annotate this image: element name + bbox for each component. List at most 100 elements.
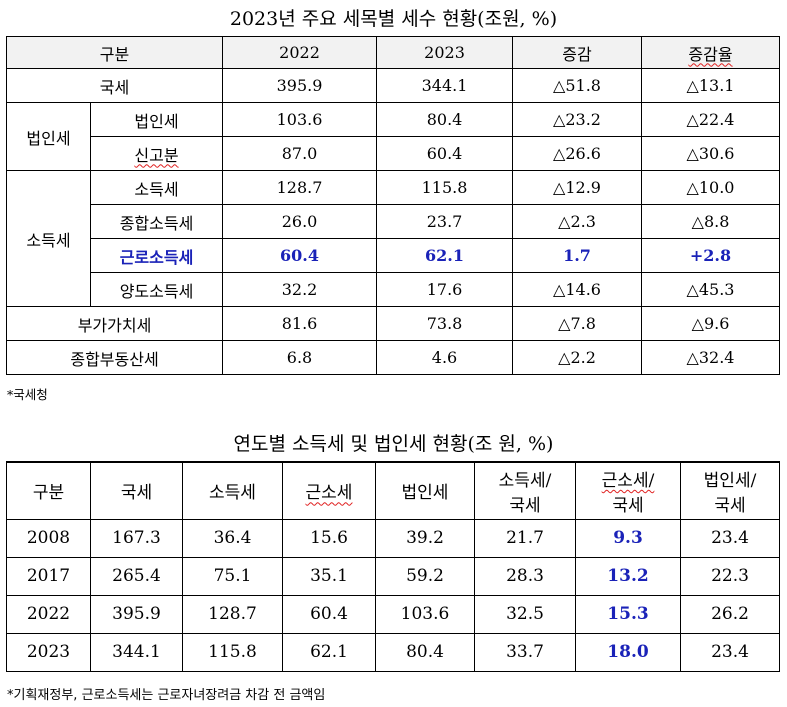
cell-earned: 15.6 [282,518,376,558]
header-income: 소득세 [182,461,283,520]
cell-2023: 344.1 [376,68,514,103]
table-row: 소득세 소득세 128.7 115.8 △12.9 △10.0 [6,170,781,307]
yearly-tax-table: 구분 국세 소득세 근소세 법인세 소득세/국세 근소세/국세 법인세/국세 2… [6,461,780,672]
cell-change: △26.6 [512,136,643,171]
cell-income: 115.8 [182,632,283,672]
header-2022: 2022 [222,36,378,69]
cell-2023: 17.6 [376,272,514,307]
row-label: 국세 [5,68,224,103]
cell-earned: 62.1 [282,632,376,672]
cell-income-ratio: 28.3 [474,556,576,596]
cell-rate: △13.1 [641,68,781,103]
cell-national: 395.9 [90,594,183,634]
cell-corporate-ratio: 23.4 [680,518,780,558]
cell-change: △23.2 [512,102,643,137]
cell-income-ratio: 21.7 [474,518,576,558]
cell-change: △2.3 [512,204,643,239]
cell-2023: 23.7 [376,204,514,239]
cell-2022: 87.0 [222,136,378,171]
cell-earned: 60.4 [282,594,376,634]
cell-change: 1.7 [512,238,643,273]
cell-corporate: 59.2 [375,556,475,596]
cell-national: 265.4 [90,556,183,596]
cell-2022: 6.8 [222,340,378,375]
header-national: 국세 [90,461,183,520]
cell-change: △51.8 [512,68,643,103]
cell-2022: 128.7 [222,170,378,205]
table-row: 종합소득세 26.0 23.7 △2.3 △8.8 [7,204,781,239]
row-label: 법인세 [89,102,224,137]
year-cell: 2022 [6,594,91,634]
cell-rate: △10.0 [641,170,781,205]
header-change: 증감 [512,36,643,69]
cell-2022: 103.6 [222,102,378,137]
table-row: 신고분 87.0 60.4 △26.6 △30.6 [7,136,781,171]
row-label: 양도소득세 [89,272,224,307]
row-label: 신고분 [89,136,224,171]
cell-2023: 80.4 [376,102,514,137]
cell-rate: △9.6 [641,306,781,341]
cell-earned-ratio: 15.3 [575,594,681,634]
cell-2023: 4.6 [376,340,514,375]
cell-rate: +2.8 [641,238,781,273]
group-label-corporate: 법인세 [6,102,91,171]
table-row: 종합부동산세 6.8 4.6 △2.2 △32.4 [5,340,781,375]
table-header-row: 구분 2022 2023 증감 증감율 [5,36,781,69]
cell-2023: 62.1 [376,238,514,273]
table-row-highlighted: 근로소득세 60.4 62.1 1.7 +2.8 [7,238,781,273]
year-cell: 2008 [6,518,91,558]
tax-revenue-table: 구분 2022 2023 증감 증감율 국세 395.9 344.1 △51.8… [5,36,781,375]
cell-income: 128.7 [182,594,283,634]
cell-corporate-ratio: 23.4 [680,632,780,672]
cell-corporate: 103.6 [375,594,475,634]
table-row: 2023 344.1 115.8 62.1 80.4 33.7 18.0 23.… [6,632,780,672]
cell-rate: △30.6 [641,136,781,171]
cell-income: 36.4 [182,518,283,558]
cell-corporate: 80.4 [375,632,475,672]
year-cell: 2017 [6,556,91,596]
table-row: 양도소득세 32.2 17.6 △14.6 △45.3 [7,272,781,307]
header-change-rate: 증감율 [641,36,781,69]
table-row: 2008 167.3 36.4 15.6 39.2 21.7 9.3 23.4 [6,518,780,558]
source-note: *국세청 [7,387,48,402]
cell-2023: 60.4 [376,136,514,171]
cell-change: △7.8 [512,306,643,341]
header-corporate-ratio: 법인세/국세 [680,461,780,520]
cell-income-ratio: 33.7 [474,632,576,672]
header-2023: 2023 [376,36,514,69]
row-label: 근로소득세 [89,238,224,273]
header-category: 구분 [6,461,91,520]
cell-2022: 395.9 [222,68,378,103]
cell-change: △12.9 [512,170,643,205]
row-label: 종합소득세 [89,204,224,239]
cell-2023: 115.8 [376,170,514,205]
year-cell: 2023 [6,632,91,672]
header-earned-ratio: 근소세/국세 [575,461,681,520]
cell-corporate-ratio: 26.2 [680,594,780,634]
cell-income-ratio: 32.5 [474,594,576,634]
header-corporate: 법인세 [375,461,475,520]
cell-earned: 35.1 [282,556,376,596]
cell-rate: △22.4 [641,102,781,137]
cell-rate: △45.3 [641,272,781,307]
group-label-income: 소득세 [6,170,91,307]
header-category: 구분 [5,36,224,69]
cell-income: 75.1 [182,556,283,596]
table2-title: 연도별 소득세 및 법인세 현황(조 원, %) [233,433,554,455]
table-row: 2022 395.9 128.7 60.4 103.6 32.5 15.3 26… [6,594,780,634]
table-row: 국세 395.9 344.1 △51.8 △13.1 [5,68,781,103]
cell-2022: 60.4 [222,238,378,273]
table-header-row: 구분 국세 소득세 근소세 법인세 소득세/국세 근소세/국세 법인세/국세 [6,461,780,520]
table1-title: 2023년 주요 세목별 세수 현황(조원, %) [229,8,558,30]
cell-2022: 32.2 [222,272,378,307]
header-income-ratio: 소득세/국세 [474,461,576,520]
cell-earned-ratio: 18.0 [575,632,681,672]
cell-earned-ratio: 13.2 [575,556,681,596]
source-note: *기획재정부, 근로소득세는 근로자녀장려금 차감 전 금액임 [7,688,326,703]
cell-rate: △8.8 [641,204,781,239]
cell-change: △14.6 [512,272,643,307]
cell-change: △2.2 [512,340,643,375]
cell-national: 167.3 [90,518,183,558]
cell-2022: 26.0 [222,204,378,239]
cell-corporate: 39.2 [375,518,475,558]
